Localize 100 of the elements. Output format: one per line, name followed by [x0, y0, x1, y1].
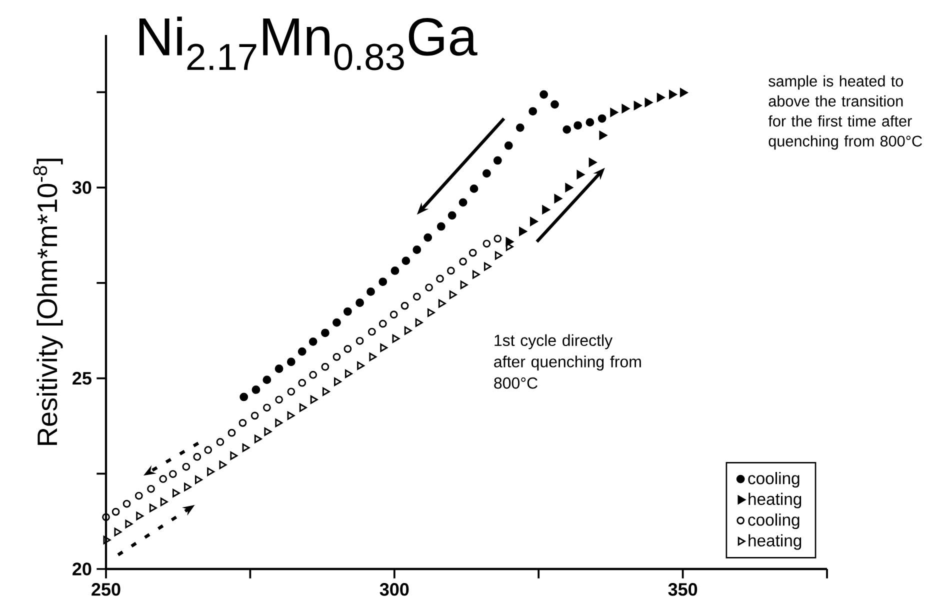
point	[470, 184, 478, 193]
point	[122, 500, 131, 508]
point	[436, 222, 446, 231]
point	[472, 270, 480, 279]
point	[378, 278, 388, 286]
point	[482, 169, 491, 178]
point	[668, 90, 677, 99]
point	[125, 520, 133, 528]
point	[298, 378, 306, 387]
annotation: sample is heated to above the transition for the first time after quenching from 800°C	[768, 75, 922, 150]
point	[242, 444, 250, 452]
point	[219, 460, 227, 470]
point	[343, 307, 352, 316]
point	[576, 170, 585, 180]
point	[321, 362, 330, 371]
point	[562, 125, 572, 134]
point	[459, 258, 467, 266]
point	[147, 484, 155, 493]
point	[380, 344, 388, 352]
point	[402, 256, 410, 266]
point	[644, 98, 653, 107]
point	[287, 411, 295, 420]
point	[519, 227, 527, 236]
point	[366, 287, 375, 296]
point	[287, 388, 296, 396]
point	[656, 93, 665, 102]
point	[322, 387, 330, 396]
point	[427, 308, 435, 317]
point	[262, 376, 272, 384]
x-tick-label: 300	[380, 583, 409, 596]
point	[493, 156, 502, 165]
point	[412, 246, 422, 254]
point	[310, 395, 318, 404]
point	[262, 404, 271, 412]
point	[622, 104, 630, 114]
point	[230, 452, 238, 460]
y-axis-title: Resitivity [Ohm*m*10$^{-8}$]	[33, 158, 63, 445]
point	[238, 418, 247, 427]
point	[254, 434, 262, 444]
point	[252, 386, 260, 394]
point	[390, 266, 400, 275]
point	[550, 100, 559, 109]
point	[136, 512, 144, 520]
y-tick-label: 25	[72, 372, 92, 385]
point	[356, 298, 364, 307]
point	[160, 498, 168, 506]
point	[494, 251, 502, 260]
point	[250, 412, 259, 420]
point	[356, 336, 364, 345]
point	[334, 378, 342, 386]
point	[194, 476, 202, 484]
point	[240, 392, 248, 402]
point	[588, 158, 597, 167]
legend-label: heating	[748, 534, 802, 550]
point	[610, 108, 618, 117]
point	[103, 536, 111, 544]
point	[298, 347, 306, 356]
point	[460, 280, 468, 290]
point	[357, 361, 365, 370]
point	[275, 396, 283, 404]
point	[574, 121, 582, 130]
point	[216, 438, 224, 446]
point	[554, 194, 562, 204]
point	[149, 504, 157, 512]
point	[542, 205, 550, 214]
point	[506, 242, 514, 251]
point	[368, 328, 376, 336]
point	[378, 320, 387, 328]
point	[112, 508, 120, 516]
point	[332, 318, 341, 327]
point	[516, 123, 524, 132]
point	[484, 262, 492, 271]
point	[530, 217, 538, 226]
point	[680, 88, 688, 98]
point	[400, 302, 409, 310]
point	[228, 428, 236, 437]
point	[344, 344, 352, 353]
point	[274, 364, 284, 373]
point	[598, 114, 606, 123]
point	[309, 370, 318, 379]
point	[425, 284, 433, 292]
point	[182, 462, 190, 471]
point	[599, 130, 608, 140]
point	[449, 290, 457, 299]
point	[448, 211, 456, 220]
point	[102, 513, 110, 522]
point	[634, 101, 642, 110]
point	[586, 118, 594, 127]
y-tick-label: 30	[72, 181, 92, 194]
point	[286, 358, 296, 366]
point	[404, 326, 412, 335]
point	[320, 328, 330, 338]
chart-title: Ni$_{2.17}$Mn$_{0.83}$Ga	[139, 16, 478, 70]
point	[392, 334, 400, 343]
point	[172, 488, 180, 498]
point	[184, 482, 192, 492]
legend-label: cooling	[748, 513, 800, 530]
point	[369, 352, 377, 362]
point	[275, 418, 283, 428]
point	[446, 266, 455, 275]
